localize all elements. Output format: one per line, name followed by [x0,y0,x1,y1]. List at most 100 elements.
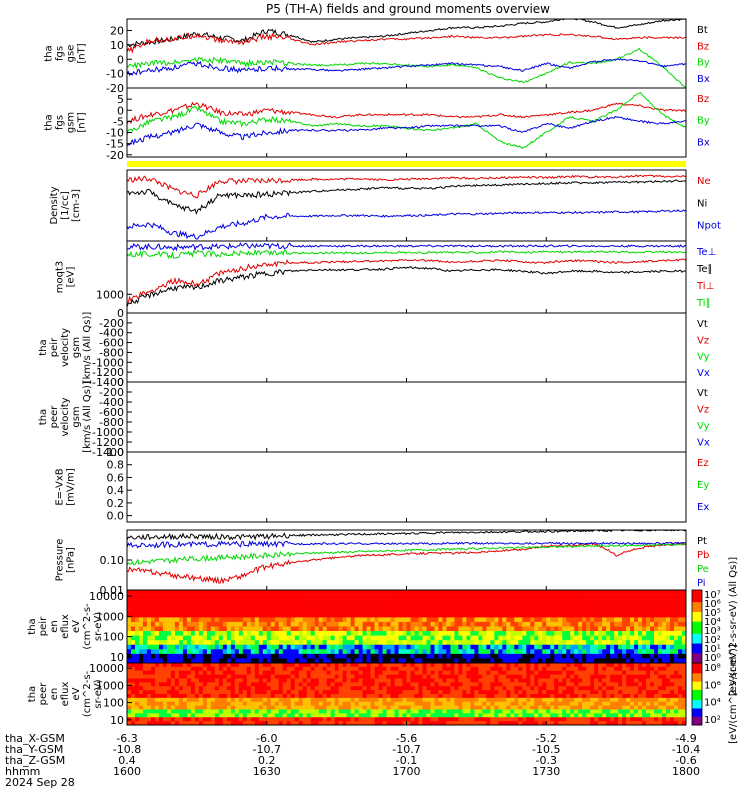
y-axis-label: tha [44,114,55,130]
panel-frame [126,240,687,314]
y-tick-label: 0 [117,104,124,117]
series-line-Bz [126,31,687,55]
y-tick-label: -1000 [92,356,124,369]
series-line-Ti∥ [126,248,687,260]
y-tick-label: -600 [99,406,124,419]
y-tick-label: -800 [99,416,124,429]
y-axis-label: [km/s (All Qs)] [82,312,93,384]
y-axis-label: en [49,620,60,633]
legend-entry: Vz [697,335,709,346]
x-tick-label-y: -10.4 [672,743,700,756]
y-axis-label: [mV/m] [66,468,77,506]
series-line-By [126,92,687,149]
y-axis-label: peir [49,337,60,357]
y-tick-label: 0.8 [107,459,125,472]
spectrogram-image [127,663,687,726]
y-axis-label: peer [38,682,49,706]
x-tick-label-x: -5.6 [396,732,417,745]
legend-entry: Pt [697,536,707,547]
y-tick-label: 10 [110,651,124,664]
series-line-Te∥ [126,266,687,307]
colorbar-tick-label: 10⁷ [704,590,721,601]
y-tick-label: 0 [117,53,124,66]
panel-frame [126,451,687,523]
colorbar [691,662,703,726]
x-tick-label-y: -10.7 [253,743,281,756]
x-tick-label-time: 1600 [113,765,141,778]
y-tick-label: -200 [99,317,124,330]
panel-frame [126,18,687,89]
panel-frame [126,381,687,453]
legend-entry: Ex [697,502,709,513]
x-tick-label-time: 1730 [532,765,560,778]
x-tick-label-x: -6.3 [116,732,137,745]
y-axis-label: Density [49,186,60,224]
colorbar-tick-label: 10⁶ [704,599,721,610]
legend-entry: Te⊥ [696,247,716,258]
y-tick-label: -10 [106,127,124,140]
y-axis-label: E=-VxB [55,468,66,505]
y-axis-label: (cm^2-s- [82,670,93,717]
y-axis-label: [cm-3] [71,189,82,222]
legend-entry: Vy [697,421,710,432]
panel-frame [126,87,687,158]
y-axis-label: eV [71,687,82,700]
panel-frame [126,169,687,242]
y-tick-label: -1000 [92,426,124,439]
y-tick-label: 10000 [89,590,124,603]
y-tick-label: 10 [110,714,124,727]
x-tick-label-x: -6.0 [256,732,277,745]
y-tick-label: -1200 [92,436,124,449]
y-axis-label: [nT] [77,112,88,132]
y-axis-label: [1/cc] [60,191,71,220]
x-axis-row-label: tha_Y-GSM [5,743,63,756]
y-tick-label: -1400 [92,446,124,459]
x-axis-row-label: hhmm [5,765,40,778]
y-tick-label: -1200 [92,366,124,379]
legend-entry: Bz [697,94,709,105]
legend-entry: Vz [697,405,709,416]
x-tick-label-time: 1700 [393,765,421,778]
y-axis-label: tha [44,45,55,61]
y-tick-label: 0.2 [107,497,125,510]
y-axis-label: tha [38,339,49,355]
y-tick-label: -200 [99,386,124,399]
y-axis-label: gsm [66,112,77,133]
y-axis-label: [nPa] [66,547,77,573]
y-axis-label: en [49,688,60,701]
spectrogram-image [127,590,687,664]
colorbar-tick-label: 10⁶ [704,680,721,691]
y-tick-label: -1400 [92,376,124,389]
y-tick-label: 100 [103,631,124,644]
y-axis-label: sr-eV) [93,679,104,708]
x-tick-label-y: -10.8 [113,743,141,756]
x-tick-label-z: -0.1 [396,754,417,767]
y-axis-label: gse [66,45,77,63]
y-axis-label: eflux [60,682,71,707]
y-tick-label: -800 [99,346,124,359]
x-axis-row-label: tha_X-GSM [5,732,65,745]
x-tick-label-x: -4.9 [675,732,696,745]
y-axis-label: moqt3 [55,261,66,294]
legend-entry: Ne [697,176,711,187]
y-axis-label: [nT] [77,43,88,63]
panel-7: Pressure [nPa] Pt Pb Pe Pi 0.10 0.01 [55,529,709,597]
y-axis-label: sr-eV) [93,612,104,641]
colorbar-label: [eV/(cm^2-s-sr-eV) (All Qs)] [728,557,739,696]
y-axis-label: tha [27,686,38,702]
series-line-By [126,47,687,89]
x-tick-label-z: 0.4 [118,754,136,767]
colorbar-tick-label: 10² [704,635,721,646]
y-tick-label: 5 [117,93,124,106]
colorbar-tick-label: 10¹ [704,644,721,655]
colorbar [691,589,703,664]
plot-title: P5 (TH-A) fields and ground moments over… [266,2,550,16]
legend-entry: Vx [697,438,710,449]
y-tick-label: 100 [103,697,124,710]
series-line-Ni [126,179,687,215]
legend-entry: Vy [697,352,710,363]
panel-frame [126,312,687,383]
legend-entry: Ey [697,480,709,491]
y-tick-label: 1.0 [107,446,125,459]
